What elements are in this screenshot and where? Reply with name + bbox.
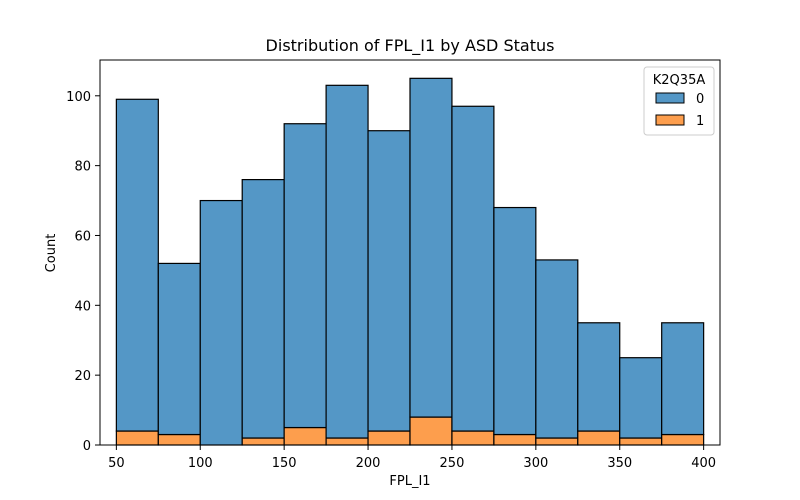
bar-series-0-bin-9 [493, 206, 537, 436]
bar-series-1-bin-7 [409, 416, 453, 446]
bar-series-1-bin-3 [241, 437, 285, 446]
legend-swatch-1 [655, 114, 685, 126]
x-tick-label: 50 [108, 456, 125, 471]
y-tick-label: 100 [66, 90, 91, 105]
bar-series-1-bin-6 [367, 430, 411, 446]
bar-series-0-bin-4 [283, 123, 327, 429]
bar-series-0-bin-13 [661, 322, 705, 436]
x-tick-label: 200 [356, 456, 381, 471]
bars-group [115, 77, 705, 446]
bar-series-0-bin-0 [115, 98, 159, 432]
legend-label-1: 1 [696, 114, 704, 129]
bar-series-0-bin-6 [367, 130, 411, 432]
x-axis-label: FPL_I1 [389, 474, 430, 489]
axes-group: 50 100 150 200 250 300 350 400 0 20 40 60 80 100 [66, 59, 721, 471]
x-tick-label: 300 [523, 456, 548, 471]
x-tick-label: 400 [691, 456, 716, 471]
bar-series-0-bin-3 [241, 179, 285, 439]
legend-swatch-0 [655, 92, 685, 104]
legend: K2Q35A 0 1 [643, 66, 715, 136]
bar-series-1-bin-0 [115, 430, 159, 446]
bar-series-1-bin-9 [493, 433, 537, 446]
bar-series-0-bin-1 [157, 262, 201, 436]
bar-series-0-bin-7 [409, 77, 453, 418]
bar-series-0-bin-12 [619, 357, 663, 439]
bar-series-0-bin-11 [577, 322, 621, 432]
legend-label-0: 0 [696, 92, 704, 107]
bar-series-1-bin-1 [157, 433, 201, 446]
bar-series-1-bin-11 [577, 430, 621, 446]
y-axis-label: Count [44, 234, 59, 273]
x-tick-label: 350 [607, 456, 632, 471]
y-tick-label: 40 [74, 299, 91, 314]
bar-series-1-bin-5 [325, 437, 369, 446]
y-tick-label: 20 [74, 369, 91, 384]
x-tick-label: 150 [272, 456, 297, 471]
bar-series-0-bin-5 [325, 84, 369, 439]
x-tick-label: 100 [188, 456, 213, 471]
legend-title: K2Q35A [653, 73, 706, 88]
plot-frame [99, 59, 721, 446]
x-tick-label: 250 [440, 456, 465, 471]
bar-series-0-bin-8 [451, 105, 495, 432]
bar-series-1-bin-8 [451, 430, 495, 446]
bar-series-1-bin-12 [619, 437, 663, 446]
bar-series-0-bin-10 [535, 259, 579, 439]
bar-series-1-bin-4 [283, 426, 327, 446]
y-tick-label: 60 [74, 229, 91, 244]
bar-series-1-bin-13 [661, 433, 705, 446]
bar-series-0-bin-2 [199, 199, 243, 446]
chart-title: Distribution of FPL_I1 by ASD Status [266, 36, 555, 56]
y-tick-label: 80 [74, 160, 91, 175]
bar-series-1-bin-10 [535, 437, 579, 446]
y-tick-label: 0 [83, 439, 91, 454]
